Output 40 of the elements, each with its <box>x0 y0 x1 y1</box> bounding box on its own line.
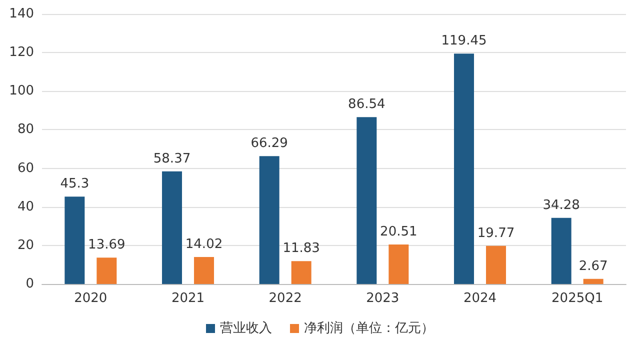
legend-label: 营业收入 <box>220 321 272 336</box>
data-label: 66.29 <box>250 136 288 152</box>
data-label: 19.77 <box>477 226 515 241</box>
x-tick-label: 2024 <box>463 291 497 306</box>
legend-label: 净利润（单位：亿元） <box>304 321 434 336</box>
bar <box>291 261 312 284</box>
data-label: 20.51 <box>380 224 418 240</box>
x-tick-label: 2022 <box>268 291 302 306</box>
data-label: 11.83 <box>282 241 320 256</box>
x-tick-label: 2025Q1 <box>552 291 604 306</box>
data-label: 86.54 <box>348 97 386 112</box>
data-label: 119.45 <box>441 34 487 49</box>
bar <box>96 258 117 284</box>
bar <box>64 196 85 284</box>
y-tick-label: 140 <box>9 6 34 22</box>
bar <box>259 156 280 284</box>
y-tick-label: 0 <box>26 276 34 292</box>
bar <box>356 117 377 284</box>
bar <box>486 246 506 284</box>
y-tick-label: 60 <box>17 160 34 176</box>
data-label: 2.67 <box>578 258 608 274</box>
y-tick-label: 100 <box>9 84 34 99</box>
bar <box>551 218 572 284</box>
x-tick-label: 2020 <box>74 291 108 306</box>
bar <box>162 171 182 284</box>
y-tick-label: 20 <box>17 238 34 253</box>
data-label: 45.3 <box>60 176 90 192</box>
y-tick-label: 40 <box>17 199 34 214</box>
bar <box>194 256 214 284</box>
data-label: 34.28 <box>542 198 580 213</box>
x-tick-label: 2023 <box>366 291 400 306</box>
data-label: 58.37 <box>153 151 191 166</box>
bar <box>583 278 604 284</box>
data-label: 13.69 <box>88 238 126 253</box>
y-tick-label: 120 <box>9 45 34 60</box>
bar <box>388 244 409 284</box>
x-tick-label: 2021 <box>171 291 205 306</box>
data-label: 14.02 <box>185 236 223 252</box>
y-tick-label: 80 <box>17 122 34 138</box>
bar <box>454 54 474 284</box>
